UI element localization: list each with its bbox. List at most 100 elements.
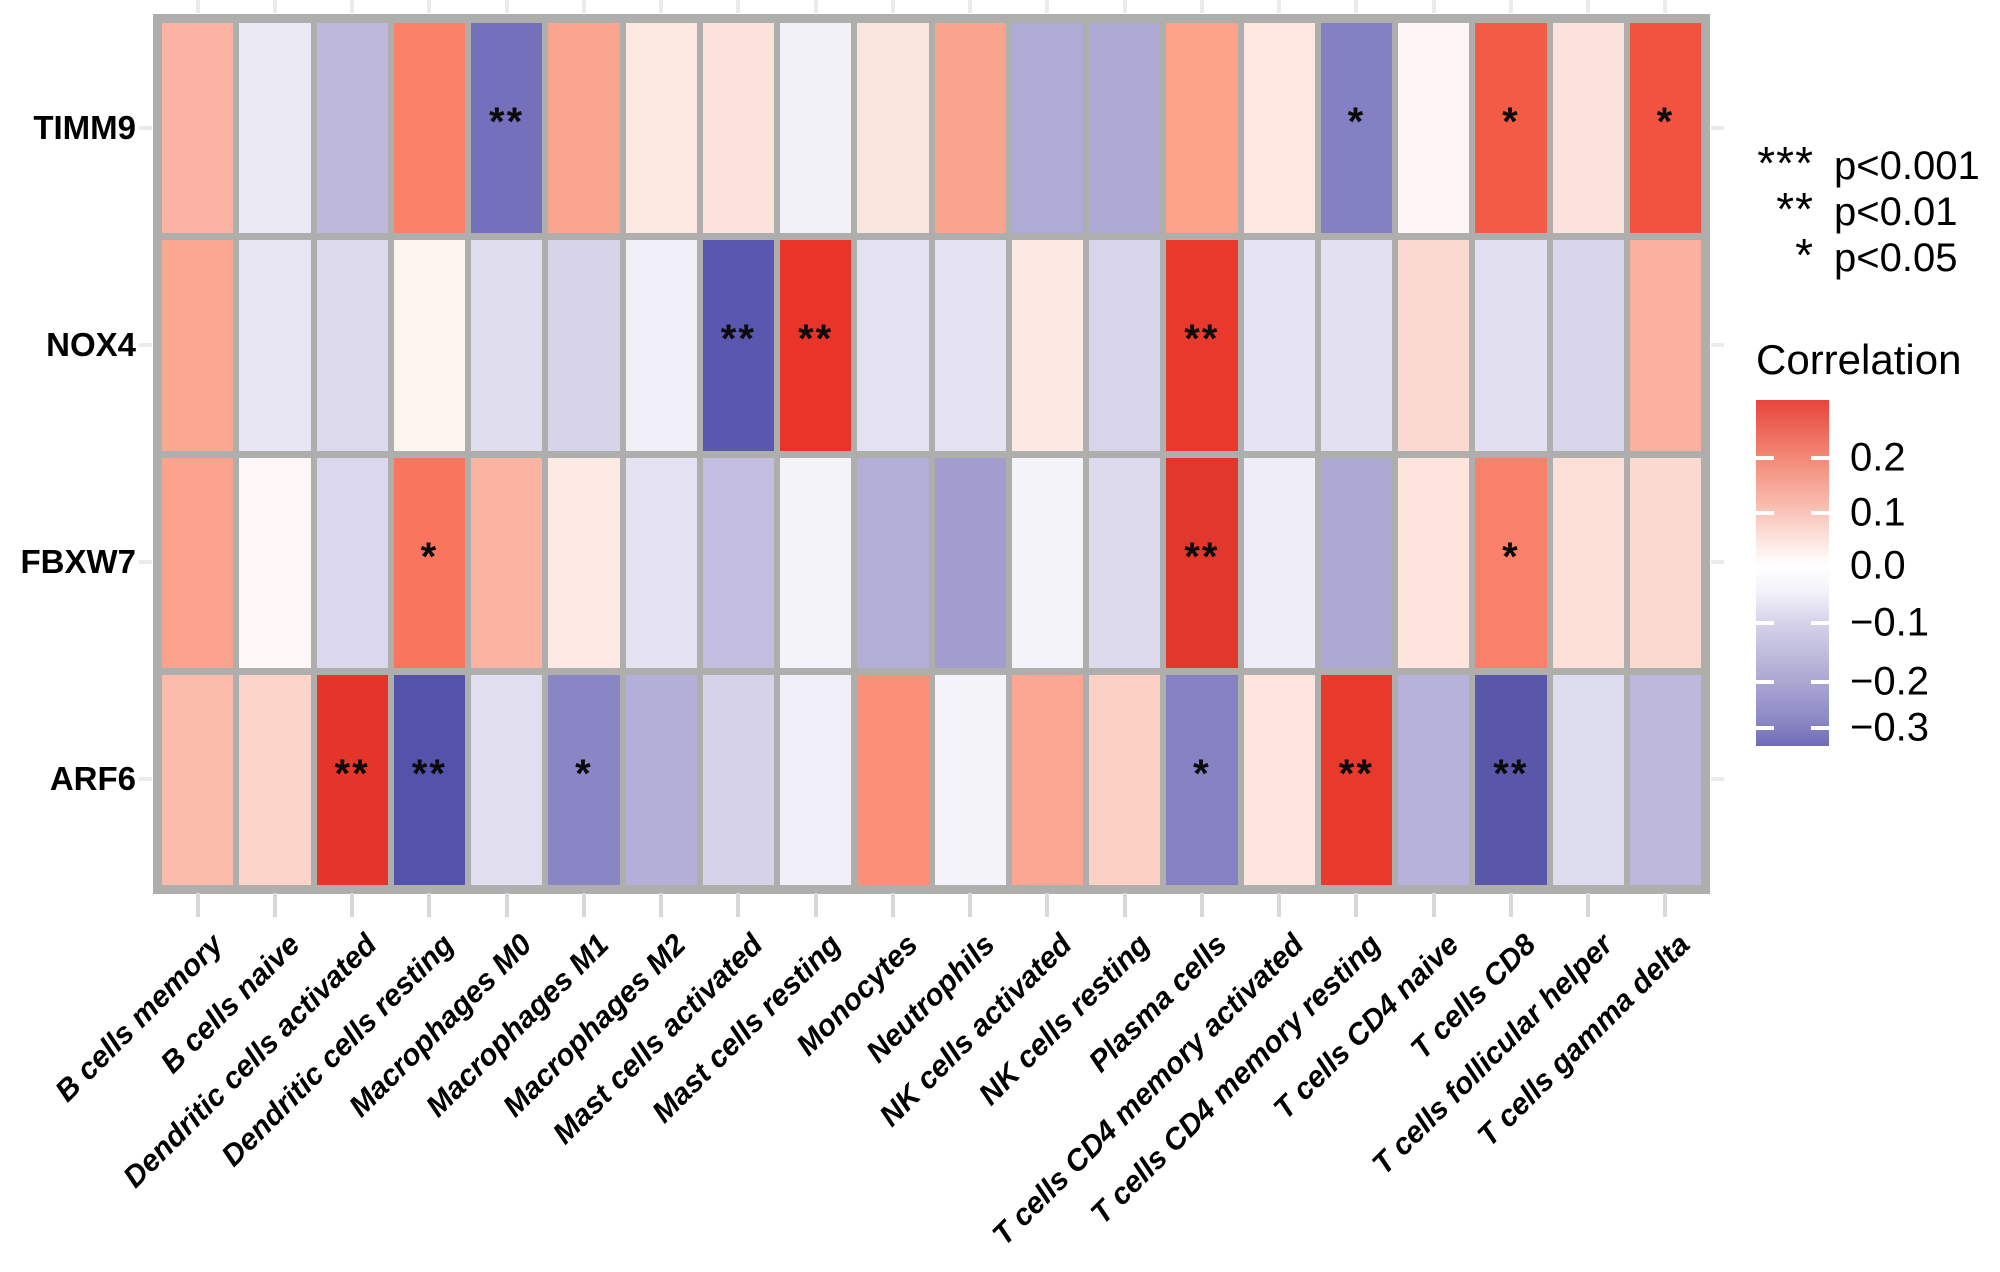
significance-marker: ** (489, 100, 525, 145)
heatmap-cell (625, 674, 697, 885)
heatmap-cell (780, 23, 852, 234)
heatmap-cell (1166, 23, 1238, 234)
heatmap-cell (393, 240, 465, 451)
significance-marker: * (1502, 534, 1520, 579)
heatmap-cell (857, 240, 929, 451)
x-axis-top-tick (1354, 0, 1359, 13)
x-axis-tick (968, 893, 973, 917)
y-axis-tick (139, 777, 152, 781)
colorbar-tick-label: 0.0 (1850, 543, 1906, 588)
x-axis-top-tick (581, 0, 586, 13)
heatmap-cell: ** (316, 674, 388, 885)
heatmap-cell: ** (471, 23, 543, 234)
significance-marker: ** (334, 751, 370, 796)
colorbar-tick-dash (1756, 726, 1774, 730)
heatmap-cell: ** (780, 240, 852, 451)
heatmap-cell (548, 240, 620, 451)
colorbar-gradient (1756, 400, 1829, 746)
significance-marker: ** (411, 751, 447, 796)
heatmap-cell: ** (1475, 674, 1547, 885)
heatmap-cell (1011, 674, 1083, 885)
x-axis-top-tick (1122, 0, 1127, 13)
x-axis-top-tick (1045, 0, 1050, 13)
significance-marker: ** (1493, 751, 1529, 796)
x-axis-tick (1508, 893, 1513, 917)
heatmap-cell (548, 457, 620, 668)
x-axis-top-tick (350, 0, 355, 13)
heatmap-cell (1089, 23, 1161, 234)
x-axis-tick (1045, 893, 1050, 917)
significance-marker: * (1193, 751, 1211, 796)
x-axis-tick (1586, 893, 1591, 917)
x-axis-top-tick (195, 0, 200, 13)
x-axis-top-tick (1277, 0, 1282, 13)
colorbar-tick-dash (1756, 456, 1774, 460)
x-axis-top-tick (890, 0, 895, 13)
heatmap-cell (1011, 457, 1083, 668)
x-axis-tick (1277, 893, 1282, 917)
heatmap-cell (702, 674, 774, 885)
significance-legend-row: ** p<0.01 (1752, 182, 1980, 235)
heatmap-cell: * (548, 674, 620, 885)
heatmap-cell (1089, 240, 1161, 451)
colorbar-tick-label: 0.1 (1850, 490, 1906, 535)
heatmap-cell (934, 240, 1006, 451)
colorbar-tick-dash (1756, 621, 1774, 625)
significance-marker: * (575, 751, 593, 796)
heatmap-cell (780, 457, 852, 668)
heatmap-cell (316, 240, 388, 451)
y-axis-tick (139, 126, 152, 130)
heatmap-cell (1243, 674, 1315, 885)
heatmap-cell (857, 674, 929, 885)
colorbar-tick-dash (1756, 564, 1774, 568)
heatmap-cell (471, 674, 543, 885)
colorbar-tick-dash (1811, 680, 1829, 684)
colorbar-tick-label: 0.2 (1850, 435, 1906, 480)
heatmap-cell (857, 457, 929, 668)
x-axis-tick (350, 893, 355, 917)
colorbar-tick-dash (1756, 511, 1774, 515)
x-axis-tick (736, 893, 741, 917)
heatmap-cell (934, 674, 1006, 885)
heatmap-cell (316, 23, 388, 234)
gene-label: FBXW7 (20, 543, 137, 580)
heatmap-cell (471, 457, 543, 668)
heatmap-cell: * (393, 457, 465, 668)
heatmap-cell (857, 23, 929, 234)
x-axis-top-tick (968, 0, 973, 13)
heatmap-cell (625, 457, 697, 668)
heatmap-cell (625, 240, 697, 451)
y-axis-right-tick (1711, 560, 1724, 564)
gene-label: ARF6 (49, 760, 136, 797)
y-axis-right-tick (1711, 777, 1724, 781)
colorbar-tick-dash (1811, 621, 1829, 625)
colorbar-tick-dash (1811, 564, 1829, 568)
heatmap-cell (162, 240, 234, 451)
heatmap-cell (239, 674, 311, 885)
heatmap-cell (780, 674, 852, 885)
heatmap-cell (1398, 674, 1470, 885)
significance-threshold-label: p<0.001 (1834, 144, 1980, 188)
heatmap-cell (1320, 457, 1392, 668)
heatmap-cell (1475, 240, 1547, 451)
colorbar-tick-label: −0.3 (1850, 705, 1929, 750)
heatmap-panel: ** * * * ** ** ** * ** * ** ** * * ** ** (153, 14, 1710, 894)
heatmap-cell (1552, 457, 1624, 668)
heatmap-cell (162, 23, 234, 234)
heatmap-cell (702, 23, 774, 234)
heatmap-cell (625, 23, 697, 234)
x-axis-top-tick (504, 0, 509, 13)
heatmap-cell (1629, 674, 1701, 885)
heatmap-cell (1320, 240, 1392, 451)
heatmap-cell (1243, 457, 1315, 668)
significance-stars: * (1795, 229, 1814, 281)
heatmap-cell (1398, 240, 1470, 451)
colorbar-title: Correlation (1756, 336, 1962, 383)
colorbar-tick-dash (1811, 511, 1829, 515)
colorbar-tick-dash (1811, 456, 1829, 460)
colorbar-tick-label: −0.1 (1850, 600, 1929, 645)
heatmap-cell (1552, 240, 1624, 451)
significance-threshold-label: p<0.01 (1834, 190, 1958, 234)
colorbar-tick-label: −0.2 (1850, 659, 1929, 704)
